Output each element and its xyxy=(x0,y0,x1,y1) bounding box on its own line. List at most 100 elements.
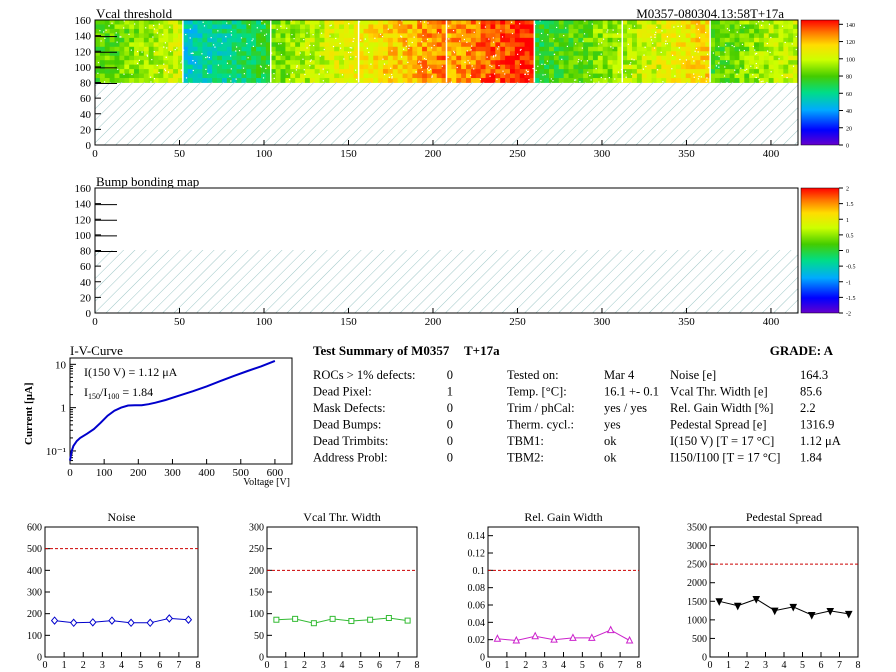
heatmap-cell xyxy=(143,69,150,74)
heatmap-cell xyxy=(246,78,252,83)
dead-pixel-speck xyxy=(546,60,549,62)
heatmap-cell xyxy=(612,51,618,57)
dead-pixel-speck xyxy=(162,34,164,36)
dead-pixel-speck xyxy=(705,80,707,82)
trend-data-point xyxy=(329,615,336,622)
heatmap-cell xyxy=(505,33,511,39)
heatmap-cell xyxy=(290,24,296,30)
iv-x-tick-label: 500 xyxy=(233,467,250,479)
heatmap-cell xyxy=(256,60,262,66)
dead-pixel-speck xyxy=(511,32,514,35)
heatmap-cell xyxy=(636,20,643,25)
heatmap-cell xyxy=(295,37,301,43)
heatmap-cell xyxy=(373,64,379,70)
heatmap-cell xyxy=(651,78,657,83)
heatmap-cell xyxy=(383,78,389,83)
heatmap-cell xyxy=(744,28,750,34)
heatmap-cell xyxy=(519,69,526,74)
heatmap-cell xyxy=(407,20,413,25)
heatmap-cell xyxy=(680,73,687,79)
dead-pixel-speck xyxy=(214,46,216,48)
heatmap-cell xyxy=(549,42,555,48)
heatmap-cell xyxy=(636,46,643,52)
heatmap-cell xyxy=(226,37,233,43)
heatmap-cell xyxy=(119,33,125,39)
heatmap-cell xyxy=(509,42,516,48)
dead-pixel-speck xyxy=(604,78,606,80)
heatmap-cell xyxy=(221,60,228,66)
heatmap-cell xyxy=(519,37,526,43)
heatmap-cell xyxy=(334,69,340,74)
heatmap-cell xyxy=(319,20,325,25)
heatmap-cell xyxy=(256,64,262,70)
heatmap-cell xyxy=(319,55,325,61)
heatmap-cell xyxy=(173,42,179,48)
dead-pixel-speck xyxy=(370,63,372,65)
heatmap-cell xyxy=(138,73,145,79)
x-tick-label: 200 xyxy=(425,316,442,328)
heatmap-cell xyxy=(329,33,335,39)
heatmap-cell xyxy=(529,69,535,74)
heatmap-cell xyxy=(343,78,350,83)
heatmap-cell xyxy=(553,64,560,70)
heatmap-cell xyxy=(773,51,779,57)
heatmap-cell xyxy=(343,73,350,79)
heatmap-cell xyxy=(246,69,252,74)
heatmap-cell xyxy=(348,60,355,66)
heatmap-cell xyxy=(719,78,726,83)
heatmap-cell xyxy=(612,78,618,83)
x-tick-label: 50 xyxy=(174,316,186,328)
heatmap-cell xyxy=(524,20,530,25)
heatmap-cell xyxy=(558,33,565,39)
heatmap-cell xyxy=(251,24,257,30)
heatmap-cell xyxy=(231,37,237,43)
heatmap-cell xyxy=(583,24,589,30)
heatmap-cell xyxy=(221,20,228,25)
heatmap-cell xyxy=(651,24,657,30)
heatmap-cell xyxy=(680,46,687,52)
dead-pixel-speck xyxy=(240,37,243,39)
heatmap-cell xyxy=(378,51,384,57)
dead-pixel-speck xyxy=(366,47,368,49)
heatmap-cell xyxy=(661,55,667,61)
heatmap-cell xyxy=(417,20,423,25)
heatmap-cell xyxy=(456,78,462,83)
trend-data-point xyxy=(531,631,539,640)
dead-pixel-speck xyxy=(430,68,432,70)
heatmap-cell xyxy=(177,24,184,30)
heatmap-cell xyxy=(783,55,789,61)
heatmap-cell xyxy=(622,20,628,25)
heatmap-cell xyxy=(505,28,511,34)
heatmap-cell xyxy=(500,78,506,83)
heatmap-cell xyxy=(221,28,228,34)
heatmap-cell xyxy=(329,51,335,57)
heatmap-cell xyxy=(207,20,213,25)
heatmap-cell xyxy=(177,33,184,39)
heatmap-cell xyxy=(602,28,609,34)
heatmap-cell xyxy=(339,60,345,66)
dead-pixel-speck xyxy=(473,31,475,33)
x-tick-label: 350 xyxy=(678,316,695,328)
heatmap-cell xyxy=(143,51,150,57)
heatmap-cell xyxy=(153,51,159,57)
heatmap-cell xyxy=(675,46,682,52)
heatmap-cell xyxy=(710,69,716,74)
heatmap-cell xyxy=(636,42,643,48)
x-tick-label: 0 xyxy=(92,148,98,160)
heatmap-cell xyxy=(592,28,599,34)
heatmap-cell xyxy=(163,78,169,83)
heatmap-cell xyxy=(446,64,452,70)
heatmap-cell xyxy=(441,51,447,57)
heatmap-cell xyxy=(153,37,159,43)
heatmap-cell xyxy=(680,78,687,83)
heatmap-cell xyxy=(485,51,491,57)
y-tick-label: 160 xyxy=(75,183,92,195)
dead-pixel-speck xyxy=(493,41,495,43)
heatmap-cell xyxy=(705,42,711,48)
dead-pixel-speck xyxy=(104,37,106,39)
heatmap-cell xyxy=(290,60,296,66)
heatmap-cell xyxy=(343,28,350,34)
heatmap-cell xyxy=(246,46,252,52)
heatmap-cell xyxy=(431,73,438,79)
heatmap-cell xyxy=(783,33,789,39)
